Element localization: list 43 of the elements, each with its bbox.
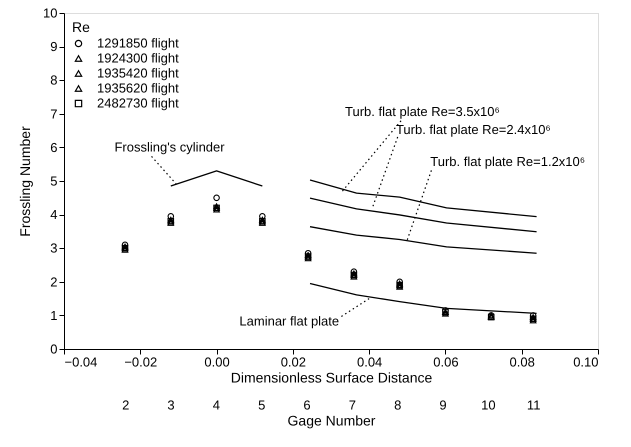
y-tick-label: 4 xyxy=(50,207,58,222)
x2-tick-label: 6 xyxy=(303,398,311,412)
x2-tick-label: 3 xyxy=(167,398,175,412)
x-tick-label: −0.02 xyxy=(124,354,158,370)
y-tick-label: 0 xyxy=(50,342,58,356)
x2-tick-label: 9 xyxy=(439,398,447,412)
annotation: Turb. flat plate Re=2.4x10⁶ xyxy=(396,122,551,138)
x-tick-label: −0.04 xyxy=(64,354,98,370)
y-tick-label: 5 xyxy=(50,174,58,188)
x2-axis-title: Gage Number xyxy=(288,412,376,428)
y-tick-label: 8 xyxy=(50,72,58,88)
legend-label: 1935420 flight xyxy=(97,66,180,80)
y-axis-title: Frossling Number xyxy=(17,126,34,237)
y-tick-label: 6 xyxy=(50,140,58,155)
x2-tick-label: 5 xyxy=(258,398,266,412)
legend-title: Re xyxy=(72,19,90,35)
x-tick-label: 0.00 xyxy=(204,354,230,370)
x-tick-label: 0.02 xyxy=(280,354,306,370)
x-tick-label: 0.08 xyxy=(510,354,535,370)
x2-tick-label: 8 xyxy=(394,398,402,412)
legend-label: 2482730 flight xyxy=(97,96,180,110)
annotation: Frossling's cylinder xyxy=(114,139,226,154)
x-tick-label: 0.10 xyxy=(573,354,598,370)
y-tick-label: 2 xyxy=(50,274,58,290)
x-tick-label: 0.06 xyxy=(433,354,459,370)
x-tick-label: 0.04 xyxy=(356,354,382,370)
legend-label: 1924300 flight xyxy=(97,50,180,66)
annotation: Turb. flat plate Re=1.2x10⁶ xyxy=(430,154,586,169)
y-tick-label: 1 xyxy=(50,308,58,323)
legend-label: 1291850 flight xyxy=(97,36,180,50)
x2-tick-label: 4 xyxy=(212,398,220,412)
x2-tick-label: 10 xyxy=(481,398,496,412)
x2-tick-label: 7 xyxy=(348,398,356,412)
y-tick-label: 9 xyxy=(50,39,58,54)
y-tick-label: 3 xyxy=(50,240,58,256)
y-tick-label: 10 xyxy=(43,6,58,20)
x2-tick-label: 2 xyxy=(122,398,130,412)
annotation: Turb. flat plate Re=3.5x10⁶ xyxy=(345,104,500,120)
x2-tick-label: 11 xyxy=(526,398,540,412)
legend-label: 1935620 flight xyxy=(97,80,180,96)
y-tick-label: 7 xyxy=(50,106,58,122)
annotation: Laminar flat plate xyxy=(239,314,340,329)
x-axis-title: Dimensionless Surface Distance xyxy=(230,370,432,386)
